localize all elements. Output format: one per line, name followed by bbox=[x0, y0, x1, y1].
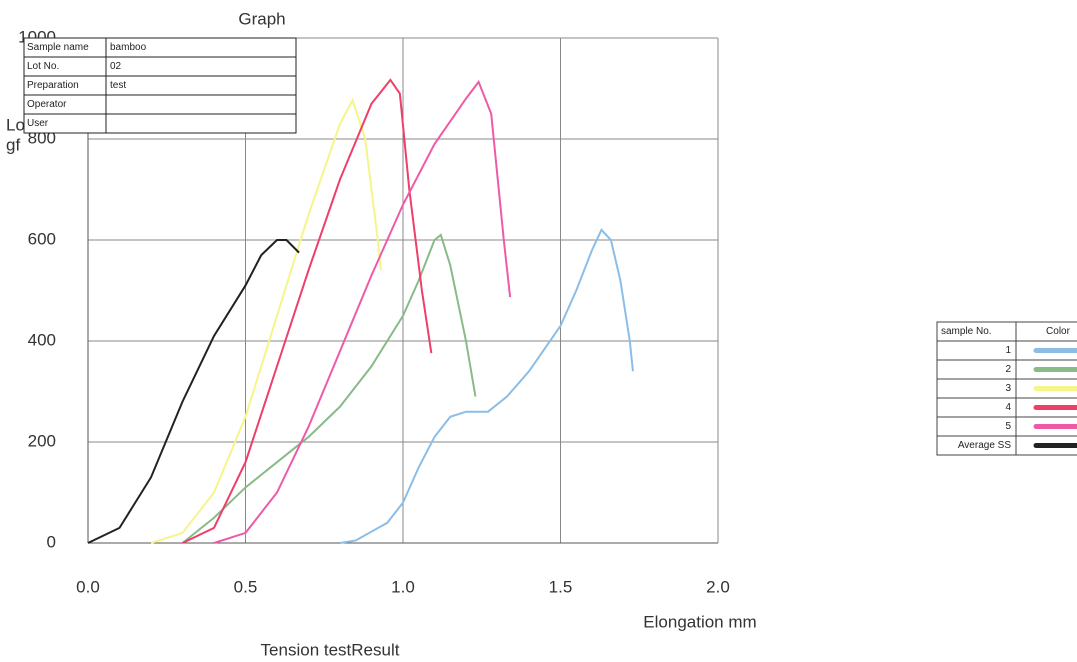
info-label: User bbox=[27, 118, 49, 129]
info-value: 02 bbox=[110, 61, 122, 72]
x-tick-label: 2.0 bbox=[706, 577, 730, 596]
x-tick-label: 0.0 bbox=[76, 577, 100, 596]
legend-header: Color bbox=[1046, 326, 1071, 337]
y-axis-unit: gf bbox=[6, 135, 20, 154]
x-axis-label: Elongation mm bbox=[643, 612, 756, 631]
legend-header: sample No. bbox=[941, 326, 992, 337]
info-label: Operator bbox=[27, 99, 67, 110]
x-tick-label: 0.5 bbox=[234, 577, 258, 596]
legend-label: 3 bbox=[1005, 383, 1011, 394]
info-label: Sample name bbox=[27, 42, 89, 53]
legend-label: 1 bbox=[1005, 345, 1011, 356]
y-tick-label: 600 bbox=[28, 229, 56, 248]
legend-label: Average SS bbox=[958, 440, 1012, 451]
info-label: Lot No. bbox=[27, 61, 59, 72]
info-label: Preparation bbox=[27, 80, 79, 91]
y-tick-label: 200 bbox=[28, 431, 56, 450]
legend: sample No. Color 1 2 3 4 5 Average SS bbox=[936, 321, 1077, 456]
y-tick-label: 0 bbox=[47, 532, 56, 551]
series-line bbox=[87, 239, 300, 544]
series-line bbox=[181, 233, 477, 544]
info-table: Sample name bamboo Lot No. 02 Preparation tes… bbox=[23, 37, 297, 134]
y-tick-label: 400 bbox=[28, 330, 56, 349]
info-value: test bbox=[110, 80, 126, 91]
series-line bbox=[150, 97, 382, 544]
legend-label: 4 bbox=[1005, 402, 1011, 413]
legend-label: 2 bbox=[1005, 364, 1011, 375]
x-tick-label: 1.0 bbox=[391, 577, 415, 596]
chart-title: Graph bbox=[238, 9, 285, 28]
series-line bbox=[213, 79, 512, 544]
info-table-frame bbox=[23, 37, 297, 134]
series-line bbox=[182, 78, 433, 544]
info-value: bamboo bbox=[110, 42, 147, 53]
x-tick-label: 1.5 bbox=[549, 577, 573, 596]
legend-label: 5 bbox=[1005, 421, 1011, 432]
footer: Tension testResult bbox=[261, 640, 400, 659]
series-line bbox=[339, 228, 634, 544]
